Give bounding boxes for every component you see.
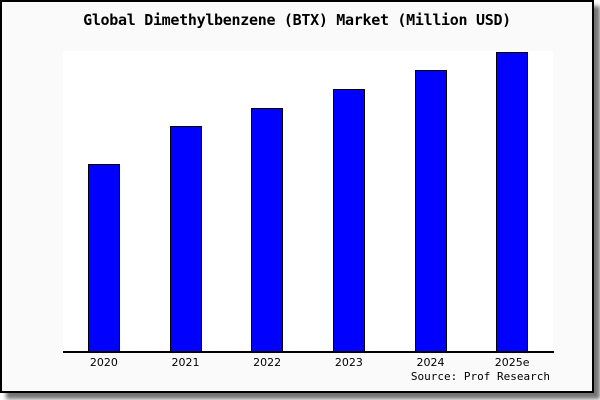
x-axis-line bbox=[63, 351, 554, 353]
plot-area bbox=[63, 51, 553, 351]
bar-2020 bbox=[87, 164, 120, 351]
bar-2025e bbox=[496, 51, 529, 351]
bar-2023 bbox=[332, 89, 365, 351]
x-tick-label-2024: 2024 bbox=[416, 356, 445, 369]
x-tick-label-2022: 2022 bbox=[253, 356, 282, 369]
chart-title: Global Dimethylbenzene (BTX) Market (Mil… bbox=[83, 11, 511, 29]
bar-2022 bbox=[251, 107, 284, 351]
chart-card: Global Dimethylbenzene (BTX) Market (Mil… bbox=[0, 0, 594, 393]
x-tick-label-2025e: 2025e bbox=[494, 356, 530, 369]
source-credit: Source: Prof Research bbox=[410, 370, 550, 383]
bar-2024 bbox=[414, 69, 447, 351]
bars-layer bbox=[63, 51, 553, 351]
bar-2021 bbox=[169, 126, 202, 351]
x-tick-label-2021: 2021 bbox=[171, 356, 200, 369]
x-tick-label-2020: 2020 bbox=[89, 356, 118, 369]
x-tick-label-2023: 2023 bbox=[334, 356, 363, 369]
